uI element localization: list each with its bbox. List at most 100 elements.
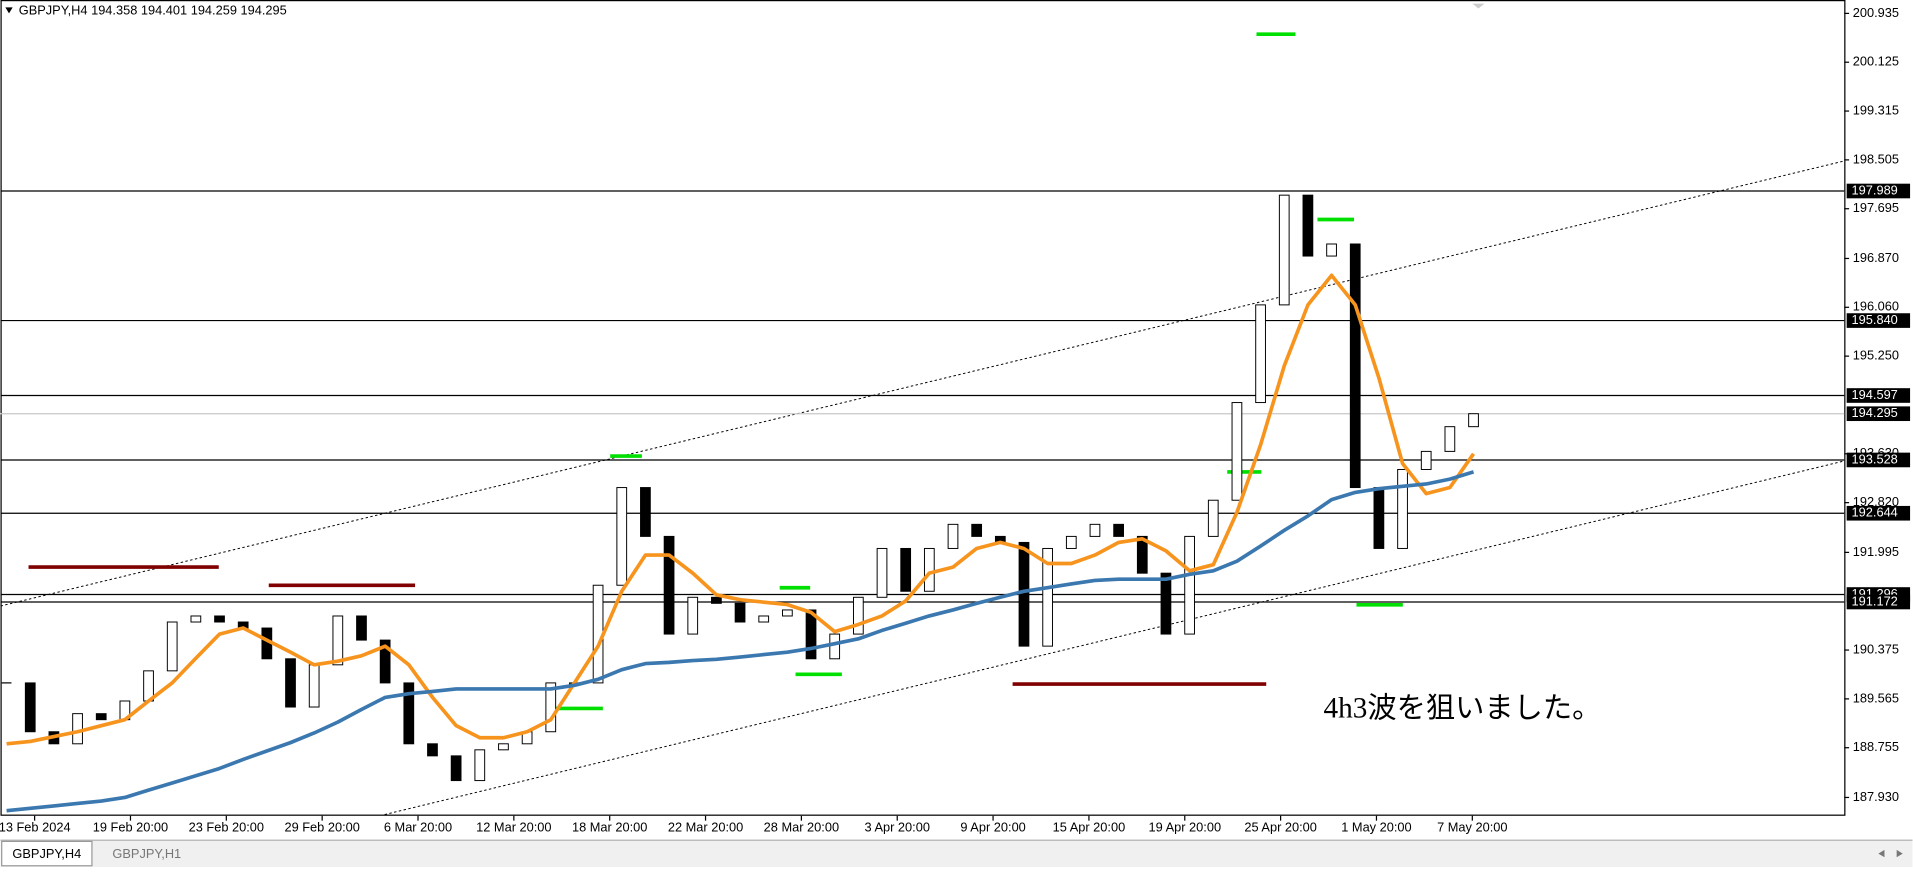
candle [427,743,438,757]
candle [734,602,746,623]
candle [1231,402,1243,501]
x-tick-label: 22 Mar 20:00 [668,819,743,834]
candle [947,523,959,549]
x-tick-label: 19 Feb 20:00 [93,819,168,834]
y-tick-label: 189.565 [1853,690,1899,705]
y-tick-label: 188.755 [1853,739,1899,754]
candle [852,596,864,635]
x-tick-label: 18 Mar 20:00 [572,819,647,834]
candle [214,615,225,623]
candle [663,535,675,635]
level-label: 194.597 [1852,387,1898,402]
candle [1278,194,1290,306]
candle [1397,468,1408,549]
x-tick-label: 23 Feb 20:00 [189,819,264,834]
candle [1255,304,1266,404]
tab-active[interactable] [1,840,93,867]
price-label: 194.295 [1852,405,1898,420]
level-tag [1846,183,1911,199]
y-tick-label: 190.375 [1853,641,1899,656]
moving-average [6,273,1476,746]
level-tag [1846,594,1911,610]
candle [1373,487,1385,549]
candle [72,713,83,745]
header: GBPJPY,H4 194.358 194.401 194.259 194.29… [19,2,287,17]
candle [1326,243,1337,257]
y-tick-label: 192.820 [1853,494,1899,509]
candle [616,487,628,586]
trend-line [0,160,1845,607]
level-label: 191.172 [1852,593,1898,608]
trend-line [384,460,1845,816]
level-label: 197.989 [1852,182,1898,197]
y-tick-label: 187.930 [1853,789,1899,804]
tab-label[interactable]: GBPJPY,H4 [12,846,81,861]
scroll-right[interactable] [1896,849,1903,858]
candle [640,487,651,537]
candle [190,615,202,623]
candle [545,682,557,733]
candle [1089,523,1101,537]
moving-average [6,470,1475,813]
level-tag [1846,313,1911,328]
shift-marker [1472,3,1485,9]
candle [971,523,983,537]
candle [829,633,841,660]
level-tag [1846,452,1911,468]
price-tag [1846,406,1911,422]
candle [876,547,888,598]
candle [1349,243,1361,489]
y-tick-label: 196.060 [1853,299,1899,314]
annotation: 4h3波を狙いました。 [1324,692,1602,725]
y-tick-label: 195.250 [1853,348,1899,363]
candle [1302,194,1314,257]
menu-arrow[interactable] [5,7,13,14]
candle [379,639,391,684]
candle [805,609,817,660]
candle [356,615,367,641]
candle [1160,572,1172,635]
y-tick-label: 199.315 [1853,102,1899,117]
y-tick-label: 191.995 [1853,544,1899,559]
level-label: 193.528 [1852,451,1898,466]
tab-bar [0,840,1913,867]
level-tag [1846,388,1911,403]
x-tick-label: 6 Mar 20:00 [384,819,452,834]
candle [1207,499,1219,537]
level-label: 192.644 [1852,505,1898,520]
candle [687,596,699,635]
x-tick-label: 9 Apr 20:00 [960,819,1025,834]
candle [1113,523,1124,537]
x-tick-label: 25 Apr 20:00 [1244,819,1317,834]
candle [1136,535,1148,574]
candle [403,682,415,745]
x-tick-label: 15 Apr 20:00 [1053,819,1126,834]
y-tick-label: 200.125 [1853,54,1899,69]
candle [1444,426,1456,452]
x-tick-label: 29 Feb 20:00 [284,819,359,834]
candle [498,743,509,751]
candle [1184,535,1195,635]
y-tick-label: 200.935 [1853,5,1899,20]
tab-label[interactable]: GBPJPY,H1 [112,846,181,861]
level-label: 195.840 [1852,312,1898,327]
candle [1065,535,1077,549]
x-tick-label: 12 Mar 20:00 [476,819,551,834]
candle [900,547,912,592]
y-tick-label: 196.870 [1853,250,1899,265]
x-tick-label: 13 Feb 2024 [0,819,71,834]
candle [1042,547,1054,647]
y-tick-label: 197.695 [1853,200,1899,215]
candle [923,547,935,592]
x-tick-label: 1 May 20:00 [1341,819,1411,834]
candle [474,749,486,782]
plot-frame [0,0,1846,816]
x-tick-label: 28 Mar 20:00 [764,819,839,834]
candle [285,658,296,708]
candle [332,615,344,666]
candle [782,609,793,617]
scroll-left[interactable] [1878,849,1885,858]
chart-layer [0,190,1845,813]
